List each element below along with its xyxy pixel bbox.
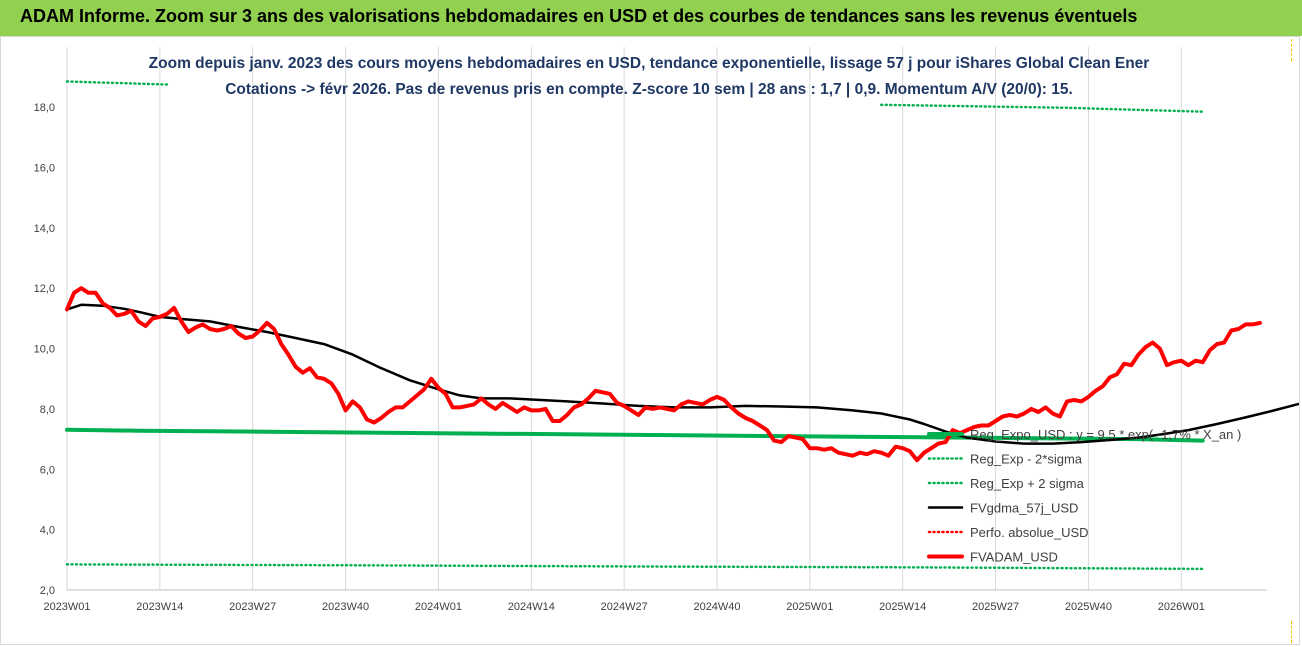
y-tick-label: 18,0 bbox=[34, 102, 55, 114]
y-tick-label: 4,0 bbox=[40, 525, 55, 537]
legend: Reg_Expo_USD : y = 9,5 * exp( -1,7% * X_… bbox=[927, 427, 1241, 565]
x-tick-label: 2023W40 bbox=[322, 601, 369, 613]
x-tick-label: 2023W01 bbox=[43, 601, 90, 613]
x-tick-label: 2023W27 bbox=[229, 601, 276, 613]
series-line-fvadam bbox=[65, 286, 1262, 463]
legend-label-perfo: Perfo. absolue_USD bbox=[970, 525, 1089, 540]
y-tick-label: 12,0 bbox=[34, 283, 55, 295]
legend-label-fvadam: FVADAM_USD bbox=[970, 550, 1058, 565]
x-tick-label: 2025W40 bbox=[1065, 601, 1112, 613]
legend-label-sigma-plus: Reg_Exp + 2 sigma bbox=[970, 476, 1085, 491]
x-tick-label: 2025W27 bbox=[972, 601, 1019, 613]
chart-title-line-1: Zoom depuis janv. 2023 des cours moyens … bbox=[149, 55, 1150, 72]
y-tick-label: 16,0 bbox=[34, 163, 55, 175]
axes: 2023W01 2023W14 2023W27 2023W40 2024W01 2024W… bbox=[34, 102, 1267, 613]
series-line-reg-expo bbox=[65, 427, 1205, 443]
x-tick-label: 2023W14 bbox=[136, 601, 183, 613]
y-tick-label: 2,0 bbox=[40, 585, 55, 597]
chart-frame: Reg_Expo_USD : y = 9,5 * exp( -1,7% * X_… bbox=[0, 36, 1300, 645]
frame-corner-marker bbox=[1291, 39, 1296, 61]
chart-title-line-2: Cotations -> févr 2026. Pas de revenus p… bbox=[225, 81, 1073, 98]
series-line-sigma-plus bbox=[65, 80, 169, 86]
x-tick-label: 2025W01 bbox=[786, 601, 833, 613]
line-chart: Reg_Expo_USD : y = 9,5 * exp( -1,7% * X_… bbox=[34, 47, 1299, 613]
y-tick-label: 8,0 bbox=[40, 404, 55, 416]
legend-label-fvgdma: FVgdma_57j_USD bbox=[970, 501, 1078, 516]
report-title: ADAM Informe. Zoom sur 3 ans des valoris… bbox=[0, 0, 1302, 36]
x-tick-label: 2025W14 bbox=[879, 601, 926, 613]
gridlines bbox=[66, 47, 1182, 590]
x-tick-label: 2024W40 bbox=[693, 601, 740, 613]
y-tick-label: 6,0 bbox=[40, 464, 55, 476]
x-tick-label: 2026W01 bbox=[1158, 601, 1205, 613]
x-tick-label: 2024W27 bbox=[601, 601, 648, 613]
legend-label-reg-expo: Reg_Expo_USD : y = 9,5 * exp( -1,7% * X_… bbox=[970, 427, 1241, 442]
series-lines bbox=[65, 80, 1299, 571]
x-tick-label: 2024W01 bbox=[415, 601, 462, 613]
y-tick-label: 10,0 bbox=[34, 344, 55, 356]
legend-label-sigma-minus: Reg_Exp - 2*sigma bbox=[970, 452, 1083, 467]
series-line-sigma-minus bbox=[65, 563, 1204, 571]
frame-corner-marker bbox=[1291, 621, 1296, 643]
y-tick-label: 14,0 bbox=[34, 223, 55, 235]
x-tick-label: 2024W14 bbox=[508, 601, 555, 613]
series-line-sigma-plus bbox=[880, 103, 1204, 113]
